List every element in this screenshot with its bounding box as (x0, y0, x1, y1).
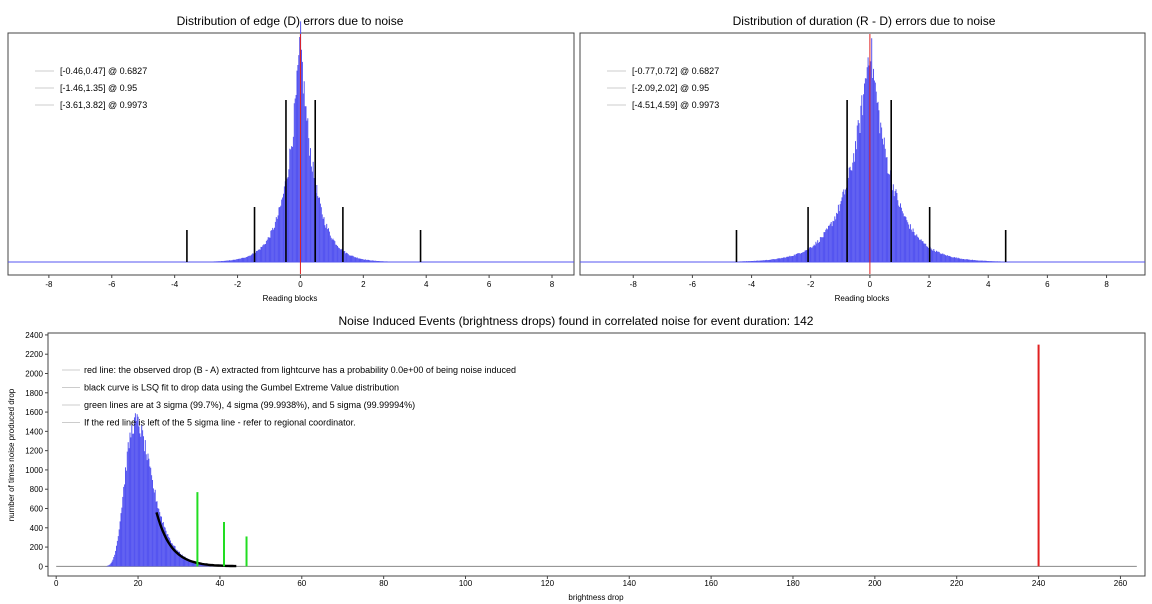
legend: [-0.46,0.47] @ 0.6827 [-1.46,1.35] @ 0.95… (35, 66, 147, 110)
plot-frame (7, 32, 575, 276)
x-axis-label: Reading blocks (263, 294, 318, 303)
x-tick-label: 240 (1032, 579, 1046, 588)
x-tick-label: 100 (459, 579, 473, 588)
x-tick-label: -8 (45, 280, 53, 289)
legend-entry: [-1.46,1.35] @ 0.95 (60, 83, 137, 93)
fit-curve (155, 512, 237, 568)
y-tick-label: 2400 (25, 331, 43, 340)
y-tick-label: 1600 (25, 408, 43, 417)
x-tick-label: 20 (134, 579, 143, 588)
x-tick-label: -2 (807, 280, 815, 289)
legend-entry: If the red line is left of the 5 sigma l… (84, 418, 356, 428)
x-tick-label: 0 (868, 280, 873, 289)
edge-error-chart: Distribution of edge (D) errors due to n… (7, 14, 575, 303)
legend-entry: [-4.51,4.59] @ 0.9973 (632, 100, 719, 110)
histogram (8, 21, 574, 263)
y-tick-label: 1200 (25, 447, 43, 456)
x-tick-label: 6 (487, 280, 492, 289)
y-axis-label: number of times noise produced drop (7, 388, 16, 521)
y-tick-label: 1400 (25, 427, 43, 436)
duration-error-chart: Distribution of duration (R - D) errors … (579, 14, 1146, 303)
legend: [-0.77,0.72] @ 0.6827 [-2.09,2.02] @ 0.95… (607, 66, 719, 110)
legend: red line: the observed drop (B - A) extr… (62, 365, 516, 428)
x-tick-label: 0 (54, 579, 59, 588)
legend-entry: [-2.09,2.02] @ 0.95 (632, 83, 709, 93)
x-tick-label: 8 (550, 280, 555, 289)
x-tick-label: 140 (623, 579, 637, 588)
x-axis: 0 20 40 60 80 100 120 140 160 180 200 220 240 260 (54, 576, 1128, 588)
y-tick-label: 600 (30, 505, 44, 514)
legend-entry: [-0.77,0.72] @ 0.6827 (632, 66, 719, 76)
noise-events-chart: Noise Induced Events (brightness drops) … (7, 314, 1146, 602)
y-tick-label: 1800 (25, 389, 43, 398)
chart-title: Noise Induced Events (brightness drops) … (339, 314, 814, 328)
x-tick-label: 220 (950, 579, 964, 588)
y-tick-label: 1000 (25, 466, 43, 475)
plot-frame (579, 32, 1146, 276)
x-axis: -8 -6 -4 -2 0 2 4 6 8 (45, 275, 555, 289)
x-tick-label: 0 (298, 280, 303, 289)
x-tick-label: 8 (1104, 280, 1109, 289)
plot-frame (47, 332, 1146, 577)
legend-entry: [-0.46,0.47] @ 0.6827 (60, 66, 147, 76)
x-tick-label: 80 (379, 579, 388, 588)
x-tick-label: 2 (927, 280, 932, 289)
x-axis-label: Reading blocks (835, 294, 890, 303)
y-tick-label: 200 (30, 543, 44, 552)
y-axis: 0 200 400 600 800 1000 1200 1400 1600 1800 2000 220… (25, 331, 48, 571)
histogram (56, 413, 1137, 567)
x-axis: -8 -6 -4 -2 0 2 4 6 8 (630, 275, 1109, 289)
x-tick-label: -6 (108, 280, 116, 289)
x-tick-label: 160 (704, 579, 718, 588)
y-tick-label: 2200 (25, 350, 43, 359)
x-tick-label: 4 (424, 280, 429, 289)
x-tick-label: 2 (361, 280, 366, 289)
x-tick-label: 120 (541, 579, 555, 588)
x-tick-label: 6 (1045, 280, 1050, 289)
histogram (580, 38, 1145, 263)
legend-entry: black curve is LSQ fit to drop data usin… (84, 383, 399, 393)
y-tick-label: 2000 (25, 370, 43, 379)
x-tick-label: -4 (748, 280, 756, 289)
x-axis-label: brightness drop (568, 593, 624, 602)
legend-entry: green lines are at 3 sigma (99.7%), 4 si… (84, 400, 415, 410)
y-tick-label: 800 (30, 485, 44, 494)
x-tick-label: -4 (171, 280, 179, 289)
x-tick-label: 200 (868, 579, 882, 588)
x-tick-label: 60 (297, 579, 306, 588)
x-tick-label: 260 (1114, 579, 1128, 588)
x-tick-label: -2 (234, 280, 242, 289)
x-tick-label: 180 (786, 579, 800, 588)
legend-entry: [-3.61,3.82] @ 0.9973 (60, 100, 147, 110)
x-tick-label: -6 (689, 280, 697, 289)
y-tick-label: 0 (39, 562, 44, 571)
x-tick-label: -8 (630, 280, 638, 289)
x-tick-label: 4 (986, 280, 991, 289)
chart-title: Distribution of edge (D) errors due to n… (177, 14, 404, 28)
x-tick-label: 40 (215, 579, 224, 588)
y-tick-label: 400 (30, 524, 44, 533)
legend-entry: red line: the observed drop (B - A) extr… (84, 365, 516, 375)
chart-title: Distribution of duration (R - D) errors … (733, 14, 996, 28)
